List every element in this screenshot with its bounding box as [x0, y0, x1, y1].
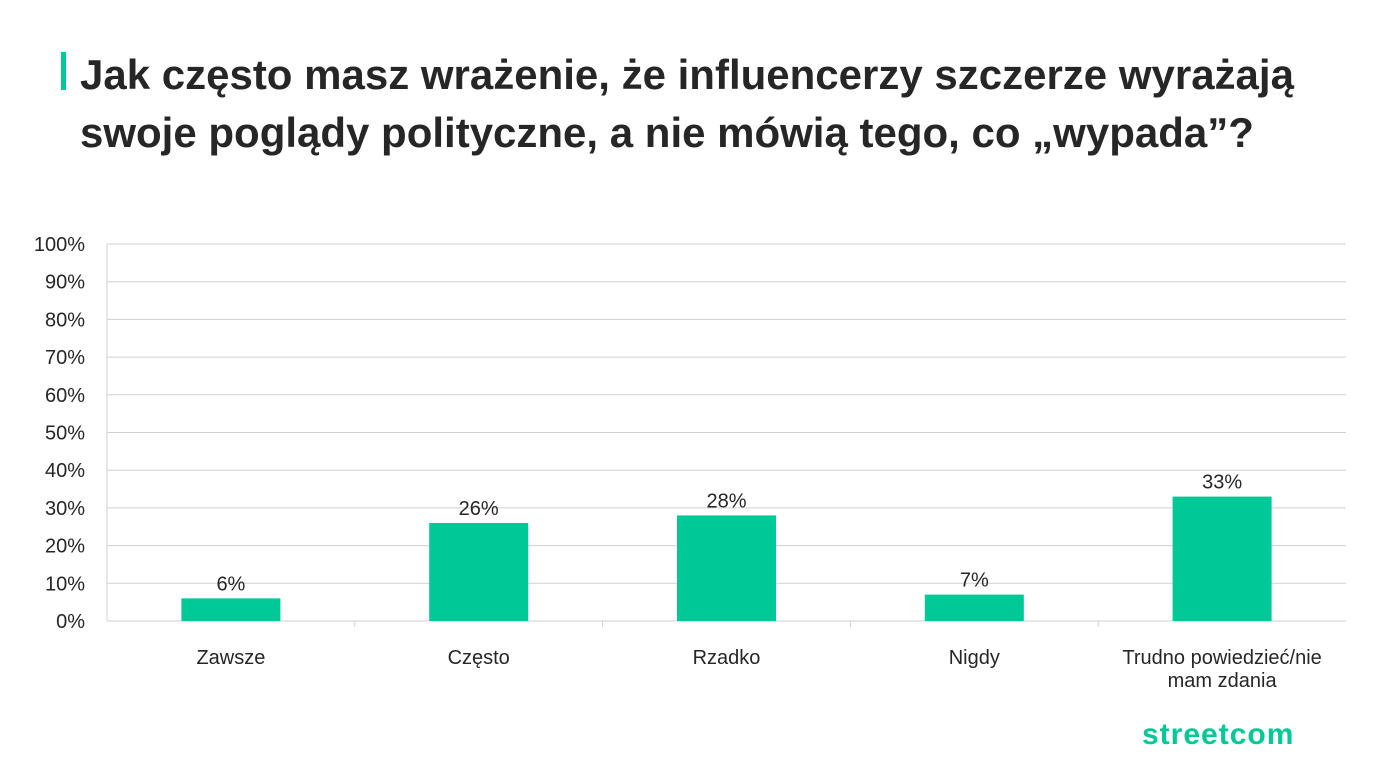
y-tick-label: 30% — [45, 498, 85, 520]
bar — [429, 522, 529, 621]
bar — [924, 594, 1024, 621]
y-tick-label: 80% — [45, 309, 85, 331]
x-tick-label: Często — [448, 647, 510, 669]
bars — [181, 496, 1272, 621]
title-accent-bar — [61, 52, 66, 90]
x-tick-label: Rzadko — [693, 647, 761, 669]
data-label: 6% — [216, 573, 245, 595]
bar — [1172, 496, 1272, 621]
data-labels: 6% 26% 28% 7% 33% — [216, 472, 1242, 596]
bar-chart: 0% 10% 20% 30% 40% 50% 60% 70% 80% 90% 100% 6% 26% 2… — [34, 234, 1346, 692]
y-tick-label: 10% — [45, 573, 85, 595]
x-axis-category-labels: Zawsze Często Rzadko Nigdy Trudno powiedzieć… — [196, 647, 1321, 692]
y-tick-label: 20% — [45, 536, 85, 558]
x-tick-label: Nigdy — [949, 647, 1000, 669]
data-label: 33% — [1202, 472, 1242, 494]
data-label: 28% — [706, 490, 746, 512]
y-tick-label: 70% — [45, 347, 85, 369]
y-axis-tick-labels: 0% 10% 20% 30% 40% 50% 60% 70% 80% 90% 100% — [34, 234, 85, 633]
y-tick-label: 100% — [34, 234, 85, 256]
y-tick-label: 50% — [45, 423, 85, 445]
y-tick-label: 40% — [45, 460, 85, 482]
data-label: 7% — [960, 570, 989, 592]
x-tick-label: Trudno powiedzieć/nie mam zdania — [1122, 647, 1321, 692]
gridlines — [106, 243, 1346, 627]
bar — [677, 515, 776, 621]
data-label: 26% — [459, 498, 499, 520]
y-tick-label: 90% — [45, 272, 85, 294]
page-title: Jak często masz wrażenie, że influencerz… — [80, 51, 1294, 156]
bar — [181, 598, 281, 621]
y-tick-label: 0% — [56, 611, 85, 633]
streetcom-logo: streetcom — [1142, 718, 1295, 751]
x-tick-label: Zawsze — [196, 647, 265, 669]
y-tick-label: 60% — [45, 385, 85, 407]
